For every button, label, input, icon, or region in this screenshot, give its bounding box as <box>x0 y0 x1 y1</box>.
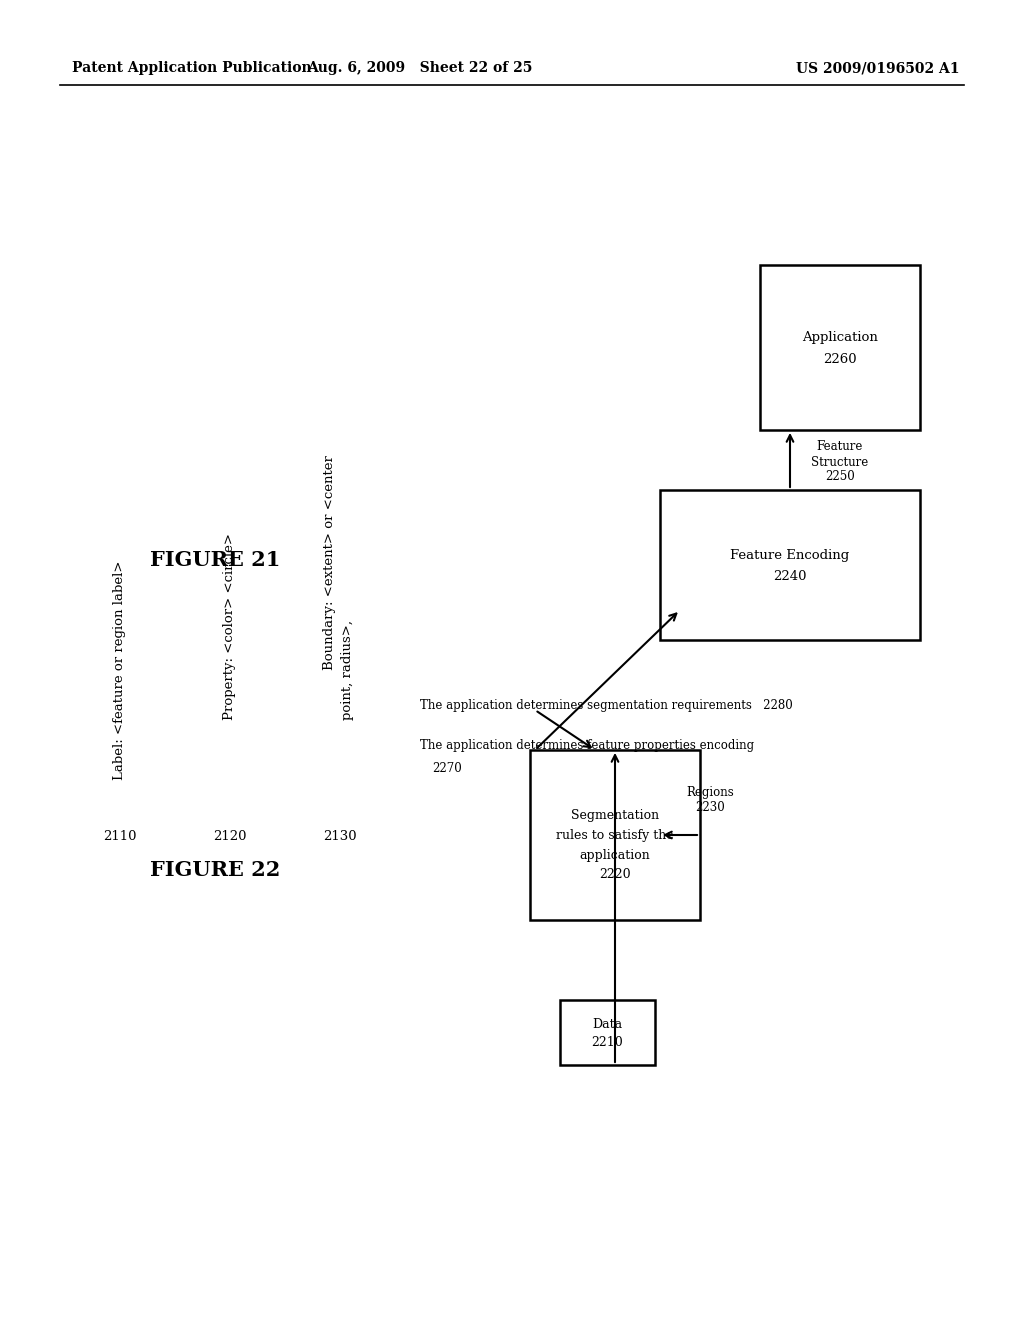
Text: FIGURE 21: FIGURE 21 <box>150 550 281 570</box>
Text: rules to satisfy the: rules to satisfy the <box>556 829 674 842</box>
Text: Label: <feature or region label>: Label: <feature or region label> <box>114 561 127 780</box>
Text: Feature
Structure
2250: Feature Structure 2250 <box>811 441 868 483</box>
Text: point, radius>,: point, radius>, <box>341 620 354 719</box>
Text: Application: Application <box>802 331 878 345</box>
Bar <box>530 750 700 920</box>
Text: US 2009/0196502 A1: US 2009/0196502 A1 <box>797 61 961 75</box>
Text: 2130: 2130 <box>324 830 356 843</box>
Text: Patent Application Publication: Patent Application Publication <box>72 61 311 75</box>
Text: 2220: 2220 <box>599 869 631 882</box>
Text: Regions
2230: Regions 2230 <box>686 785 734 814</box>
Text: Feature Encoding: Feature Encoding <box>730 549 850 561</box>
Text: 2120: 2120 <box>213 830 247 843</box>
Bar <box>660 490 920 640</box>
Text: FIGURE 22: FIGURE 22 <box>150 861 281 880</box>
Bar <box>560 1001 655 1065</box>
Bar <box>760 265 920 430</box>
Text: Data: Data <box>593 1018 623 1031</box>
Text: 2110: 2110 <box>103 830 137 843</box>
Text: 2210: 2210 <box>592 1036 624 1049</box>
Text: The application determines segmentation requirements   2280: The application determines segmentation … <box>420 698 793 711</box>
Text: 2240: 2240 <box>773 570 807 583</box>
Text: Property: <color> <circle>: Property: <color> <circle> <box>223 533 237 719</box>
Text: Boundary: <extent> or <center: Boundary: <extent> or <center <box>324 455 337 671</box>
Text: The application determines feature properties encoding: The application determines feature prope… <box>420 738 754 751</box>
Text: application: application <box>580 849 650 862</box>
Text: Segmentation: Segmentation <box>571 808 659 821</box>
Text: 2260: 2260 <box>823 352 857 366</box>
Text: Aug. 6, 2009   Sheet 22 of 25: Aug. 6, 2009 Sheet 22 of 25 <box>307 61 532 75</box>
Text: 2270: 2270 <box>432 762 462 775</box>
